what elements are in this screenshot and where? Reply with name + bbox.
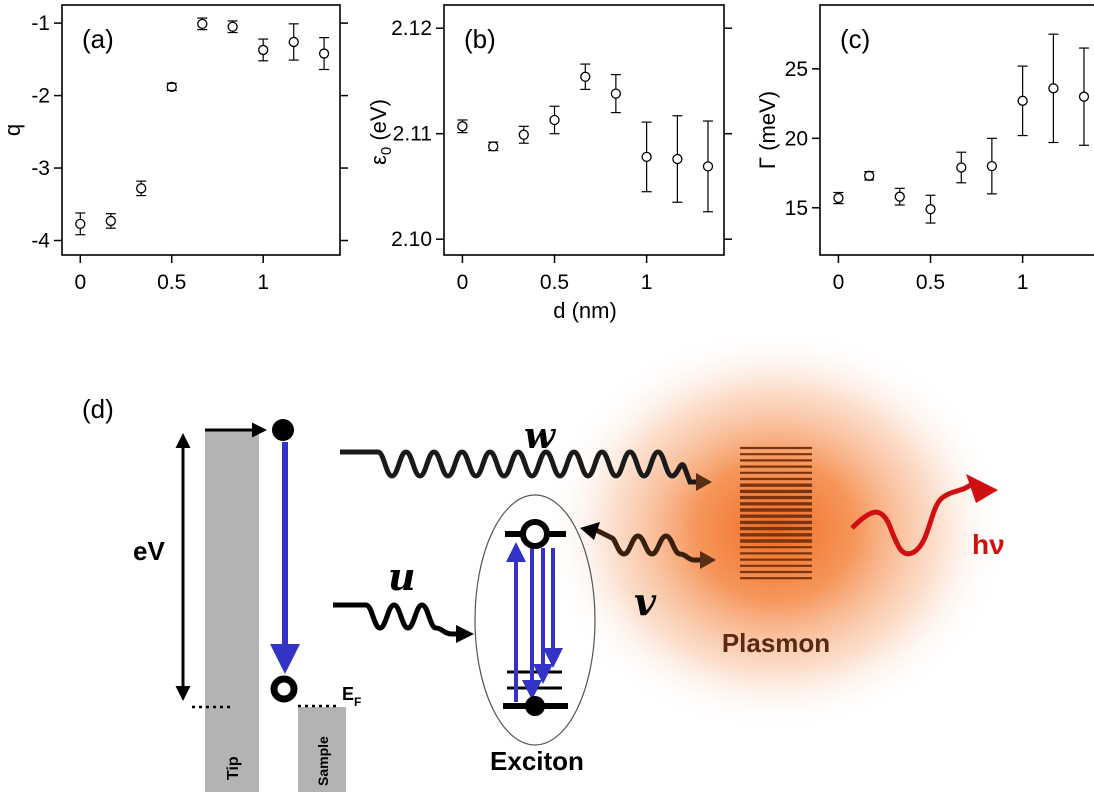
y-axis-label: Γ (meV)	[755, 91, 780, 169]
photon-wave	[850, 481, 974, 557]
plot-frame	[61, 4, 341, 256]
data-point	[518, 129, 529, 140]
data-point	[610, 88, 622, 99]
data-point	[864, 170, 875, 181]
x-tick-label: 0.5	[916, 271, 945, 294]
data-point	[580, 71, 591, 82]
y-tick-label: -3	[31, 157, 50, 180]
x-axis-label: d (nm)	[553, 298, 617, 323]
y-tick-label: -1	[31, 12, 50, 35]
y-tick-label: 20	[785, 127, 808, 150]
data-point	[894, 191, 905, 202]
data-point	[288, 36, 299, 48]
exciton-hole	[520, 519, 550, 549]
v-label: v	[634, 579, 657, 624]
panel-label-b: (b)	[464, 24, 496, 54]
data-point	[641, 151, 652, 163]
data-point	[318, 48, 330, 59]
x-tick-label: 0.5	[157, 271, 186, 294]
exciton-label: Exciton	[490, 746, 584, 776]
data-point	[105, 215, 116, 227]
data-point	[925, 204, 936, 215]
plasmon-modes	[740, 446, 812, 580]
data-point	[672, 153, 683, 165]
u-label: u	[388, 554, 416, 599]
data-point	[75, 218, 86, 229]
plot-frame	[819, 4, 1094, 256]
panel-a-plot: 0 0.5 1 -4 -3 -2 -1 (a) q	[0, 4, 348, 294]
exciton-outline	[474, 494, 596, 746]
data-point	[956, 162, 967, 173]
ticks: 0 0.5 1 2.10 2.11 2.12	[391, 17, 732, 294]
exciton-electron	[525, 696, 545, 716]
y-axis-label: q	[0, 124, 25, 136]
data-point	[1048, 83, 1059, 94]
photon-arrowhead	[966, 474, 998, 503]
y-tick-label: -4	[31, 230, 50, 253]
bias-label: eV	[133, 536, 165, 566]
x-tick-label: 1	[257, 271, 269, 294]
x-tick-label: 0	[457, 271, 469, 294]
w-arrowhead	[696, 473, 712, 491]
data-point	[1078, 91, 1090, 102]
data-point	[166, 81, 177, 93]
fermi-level-label: EF	[342, 684, 361, 709]
y-tick-label: 15	[785, 197, 808, 220]
y-tick-label: 2.11	[393, 123, 432, 146]
data-marks	[833, 33, 1090, 224]
x-tick-label: 0.5	[540, 271, 569, 294]
electron	[272, 419, 294, 441]
data-point	[488, 141, 499, 152]
panel-label-a: (a)	[82, 24, 114, 54]
plasmon-label: Plasmon	[722, 628, 830, 658]
panel-label-c: (c)	[840, 24, 870, 54]
tip-electrode	[205, 430, 259, 792]
data-point	[457, 121, 468, 132]
v-arrowhead-right	[700, 551, 716, 569]
sample-electrode	[298, 707, 346, 792]
y-axis-label: ε0 (eV)	[366, 99, 395, 165]
w-coupling-wave	[340, 449, 696, 485]
data-point	[702, 161, 714, 172]
data-point	[1017, 95, 1028, 106]
y-tick-label: -2	[31, 85, 50, 108]
w-label: w	[524, 415, 557, 457]
data-point	[197, 18, 208, 29]
plot-frame	[443, 4, 725, 256]
data-point	[227, 21, 238, 32]
photon-label: hν	[972, 529, 1005, 560]
ticks: 0 0.5 1 15 20 25	[785, 58, 1029, 294]
y-tick-label: 2.12	[391, 17, 432, 40]
data-point	[136, 183, 147, 194]
panel-c-plot: 0 0.5 1 15 20 25 (c) Γ (meV)	[755, 4, 1094, 294]
data-point	[549, 114, 560, 126]
sample-label: Sample	[315, 736, 331, 786]
data-point	[258, 44, 269, 56]
x-tick-label: 0	[74, 271, 86, 294]
panel-label-d: (d)	[82, 394, 114, 424]
u-arrowhead	[456, 625, 474, 643]
x-tick-label: 0	[833, 271, 845, 294]
energy-diagram: (d) Tip Sample EF eV w u v	[82, 330, 1005, 792]
x-tick-label: 1	[1017, 271, 1029, 294]
v-arrowhead-left	[580, 522, 600, 540]
y-tick-label: 2.10	[391, 228, 432, 251]
data-point	[986, 160, 998, 172]
v-coupling-wave	[594, 527, 700, 563]
data-point	[833, 192, 844, 204]
data-marks	[75, 17, 330, 236]
x-tick-label: 1	[641, 271, 653, 294]
hole	[270, 675, 298, 703]
u-coupling-wave	[333, 602, 458, 637]
ticks: 0 0.5 1 -4 -3 -2 -1	[31, 12, 348, 294]
panel-b-plot: 0 0.5 1 2.10 2.11 2.12 (b) ε0 (eV) d (nm)	[366, 4, 732, 323]
y-tick-label: 25	[785, 58, 808, 81]
tip-label: Tip	[225, 756, 242, 780]
data-marks	[457, 63, 714, 213]
